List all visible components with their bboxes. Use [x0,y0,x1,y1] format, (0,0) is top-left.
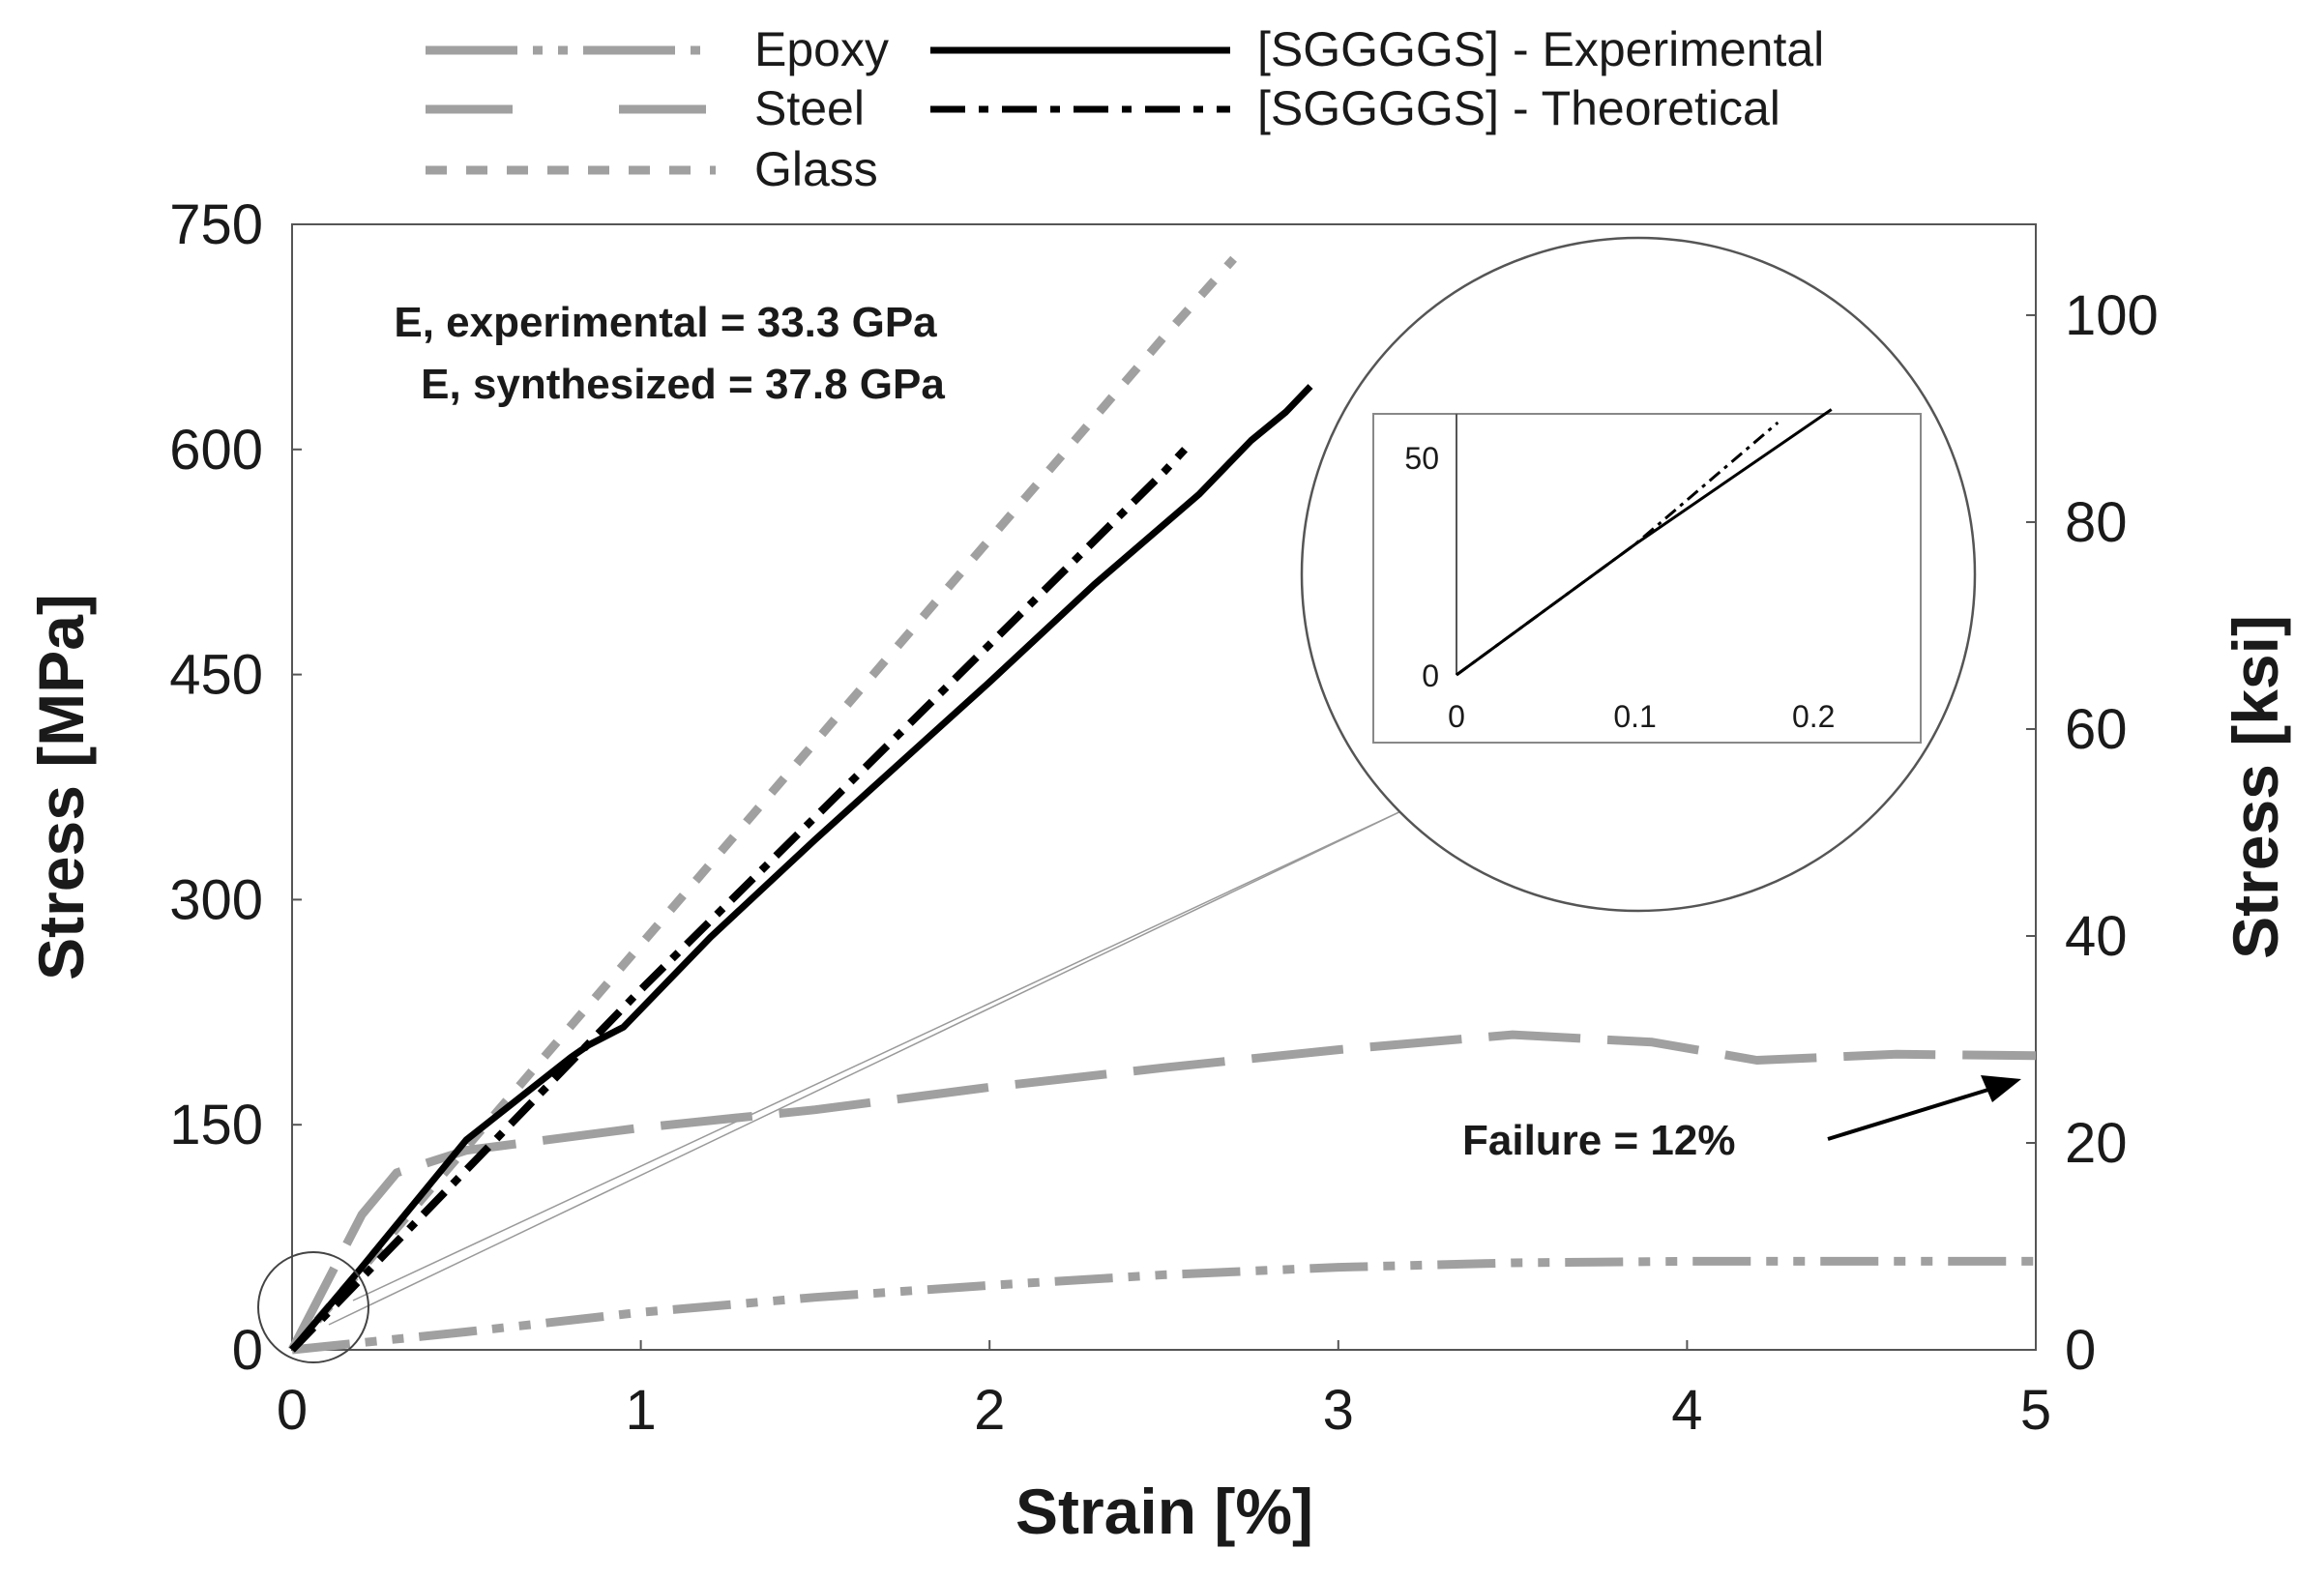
y-right-tick-label: 0 [2065,1319,2096,1382]
inset-y-tick-label: 0 [1422,658,1439,693]
inset-x-tick-label: 0.1 [1613,699,1656,734]
annotation-failure: Failure = 12% [1462,1117,1735,1164]
legend-label-epoxy: Epoxy [754,22,889,76]
y-tick-label: 600 [169,419,263,482]
glass-curve [288,255,1237,1353]
x-tick-label: 3 [1323,1379,1354,1442]
x-tick-label: 2 [974,1379,1005,1442]
legend-label-glass: Glass [754,142,878,196]
y-tick-label: 450 [169,644,263,707]
y-axis-title: Stress [MPa] [25,594,97,980]
legend: Epoxy Steel Glass [SGGGGS] - Experimenta… [426,22,1824,196]
zoom-connector-line [328,807,1408,1326]
inset-circle [1300,236,1977,913]
y-tick-label: 750 [169,193,263,256]
y-axis-title-right: Stress [ksi] [2220,615,2291,959]
inset-x-tick-label: 0.2 [1792,699,1835,734]
inset: 0 0.1 0.2 0 50 [1300,236,1977,913]
x-tick-label: 4 [1671,1379,1702,1442]
annotation-modulus-synthesized: E, synthesized = 37.8 GPa [421,361,945,408]
y-right-tick-label: 40 [2065,905,2128,968]
inset-y-tick-label: 50 [1404,441,1439,476]
zoom-origin-circle [257,1251,369,1363]
epoxy-curve [291,1256,2036,1355]
failure-arrow-line [1827,1083,2005,1141]
x-tick-label: 5 [2020,1379,2051,1442]
x-axis-title: Strain [%] [1015,1476,1313,1547]
y-tick-label: 150 [169,1094,263,1156]
inset-frame [1372,413,1922,744]
experimental-curve [289,384,1313,1353]
legend-label-steel: Steel [754,81,865,135]
y-tick-label: 0 [232,1319,263,1382]
y-right-tick-label: 100 [2065,284,2159,347]
plot-frame [291,223,2037,1351]
steel-curve [288,1030,2037,1353]
y-tick-label: 300 [169,868,263,931]
annotation-modulus-experimental: E, experimental = 33.3 GPa [394,299,937,346]
y-right-tick-label: 80 [2065,491,2128,554]
inset-experimental-curve [1456,408,1833,677]
inset-x-tick-label: 0 [1448,699,1465,734]
series-layer [288,255,2037,1355]
legend-label-theoretical: [SGGGGS] - Theoretical [1257,81,1780,135]
x-tick-label: 0 [277,1379,308,1442]
inset-layer: 0 0.1 0.2 0 50 [1404,408,1835,734]
zoom-connector-line [352,807,1408,1301]
legend-label-experimental: [SGGGGS] - Experimental [1257,22,1824,76]
theoretical-curve [289,447,1189,1353]
y-right-tick-label: 20 [2065,1112,2128,1175]
failure-arrow-head [1981,1075,2021,1102]
x-tick-label: 1 [625,1379,656,1442]
y-right-tick-label: 60 [2065,698,2128,761]
